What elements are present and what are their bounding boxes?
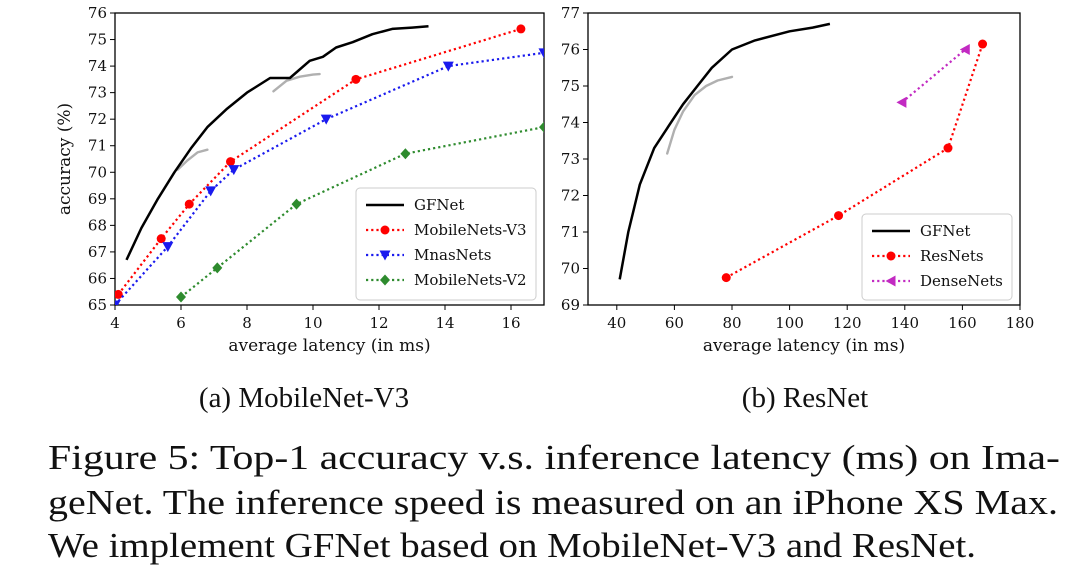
legend: GFNet MobileNets-V3 MnasNets MobileNets-V2 [355, 187, 537, 301]
plot-frame [114, 12, 545, 306]
subcaption-a: (a) MobileNet-V3 [199, 382, 409, 414]
x-tick-label: 4 [110, 314, 120, 332]
y-tick-label: 71 [561, 223, 580, 241]
grey-curve-line [272, 72, 321, 93]
x-tick-label: 14 [435, 314, 454, 332]
y-tick-label: 73 [561, 150, 580, 168]
x-tick-label: 6 [176, 314, 186, 332]
legend-label-mnasnets: MnasNets [414, 246, 491, 264]
plot-area [115, 24, 544, 305]
data-point-mobilenets-v2 [212, 262, 223, 274]
subcaption-b: (b) ResNet [742, 382, 868, 414]
panel-b-resnet: 40 60 80 100 120 140 160 180 69 70 71 72 73 74 75 76 77 a… [561, 4, 1034, 356]
figure-caption-line-2: geNet. The inference speed is measured o… [48, 483, 1058, 522]
series-line-gfnet [125, 25, 429, 261]
legend-label-gfnet: GFNet [920, 222, 970, 240]
legend-label-mobilenets-v2: MobileNets-V2 [414, 271, 527, 289]
figure-caption-line-3: We implement GFNet based on MobileNet-V3… [48, 526, 976, 565]
data-point-mnasnets [115, 300, 121, 305]
x-tick-label: 16 [501, 314, 520, 332]
legend-marker-densenets [885, 275, 896, 287]
plot-area [618, 22, 988, 283]
data-point-mobilenets-v3 [516, 24, 526, 34]
y-tick-label: 76 [561, 41, 580, 59]
y-tick-label: 75 [88, 31, 107, 49]
y-tick-label: 65 [88, 296, 107, 314]
data-point-mobilenets-v3 [351, 74, 361, 84]
y-tick-label: 72 [561, 187, 580, 205]
y-tick-label: 71 [88, 137, 107, 155]
data-point-mnasnets [162, 242, 174, 253]
x-axis-label: average latency (in ms) [703, 336, 905, 356]
data-point-mobilenets-v2 [176, 291, 186, 303]
y-tick-label: 75 [561, 77, 580, 95]
data-point-mobilenets-v2 [539, 121, 544, 133]
series-line-mobilenets-v3 [117, 27, 522, 296]
x-tick-label: 12 [369, 314, 388, 332]
y-tick-label: 68 [88, 216, 107, 234]
data-point-mnasnets [320, 114, 332, 125]
data-point-mobilenets-v3 [156, 234, 166, 244]
figure-caption-line-1: Figure 5: Top-1 accuracy v.s. inference … [48, 438, 1060, 477]
legend-box [861, 213, 1013, 301]
data-point-mobilenets-v3 [115, 289, 123, 299]
data-point-densenets [896, 96, 907, 108]
x-tick-label: 8 [242, 314, 252, 332]
y-tick-label: 72 [88, 110, 107, 128]
legend-marker-resnets [886, 251, 896, 261]
data-point-resnets [943, 143, 953, 153]
y-tick-label: 76 [88, 4, 107, 22]
series-line-densenets [901, 48, 967, 104]
y-tick-label: 66 [88, 269, 107, 287]
legend-box [355, 187, 537, 301]
x-tick-label: 160 [948, 314, 977, 332]
data-point-mnasnets [442, 61, 454, 72]
legend-label-mobilenets-v3: MobileNets-V3 [414, 221, 527, 239]
y-tick-label: 77 [561, 4, 580, 22]
data-point-mnasnets [538, 48, 544, 59]
y-tick-label: 69 [561, 296, 580, 314]
x-tick-label: 10 [303, 314, 322, 332]
x-axis-label: average latency (in ms) [228, 336, 430, 356]
legend-label-gfnet: GFNet [414, 196, 464, 214]
x-tick-label: 100 [775, 314, 804, 332]
grey-curve-line [176, 148, 209, 171]
x-tick-label: 180 [1006, 314, 1035, 332]
series-line-resnets [725, 43, 984, 279]
x-tick-label: 80 [722, 314, 741, 332]
data-point-mobilenets-v3 [226, 157, 235, 167]
panel-a-mobilenet-v3: 4 6 8 10 12 14 16656667686970717273747576avera… [55, 4, 545, 356]
y-tick-label: 70 [88, 163, 107, 181]
legend-label-densenets: DenseNets [920, 272, 1003, 290]
y-tick-label: 69 [88, 190, 107, 208]
data-point-mobilenets-v3 [184, 199, 194, 209]
y-tick-label: 74 [88, 57, 107, 75]
data-point-mobilenets-v2 [400, 148, 411, 160]
legend-marker-mnasnets [379, 250, 391, 261]
x-tick-label: 120 [833, 314, 862, 332]
series-line-gfnet [618, 22, 831, 280]
grey-curve-line [666, 75, 734, 155]
y-tick-label: 73 [88, 84, 107, 102]
data-point-densenets [959, 44, 970, 55]
y-axis-label: accuracy (%) [55, 103, 75, 215]
data-point-resnets [978, 39, 988, 49]
data-point-mobilenets-v2 [291, 198, 302, 210]
legend-marker-mobilenets-v3 [380, 225, 390, 235]
legend: GFNet ResNets DenseNets [861, 213, 1013, 301]
legend-label-resnets: ResNets [920, 247, 984, 265]
data-point-resnets [721, 273, 731, 283]
data-point-resnets [834, 211, 844, 221]
x-tick-label: 140 [890, 314, 919, 332]
data-point-mnasnets [205, 186, 217, 197]
x-tick-label: 60 [665, 314, 684, 332]
legend-marker-mobilenets-v2 [380, 274, 390, 286]
x-tick-label: 40 [607, 314, 626, 332]
y-tick-label: 67 [88, 243, 107, 261]
y-tick-label: 70 [561, 260, 580, 278]
data-point-mnasnets [228, 165, 240, 176]
y-tick-label: 74 [561, 114, 580, 132]
